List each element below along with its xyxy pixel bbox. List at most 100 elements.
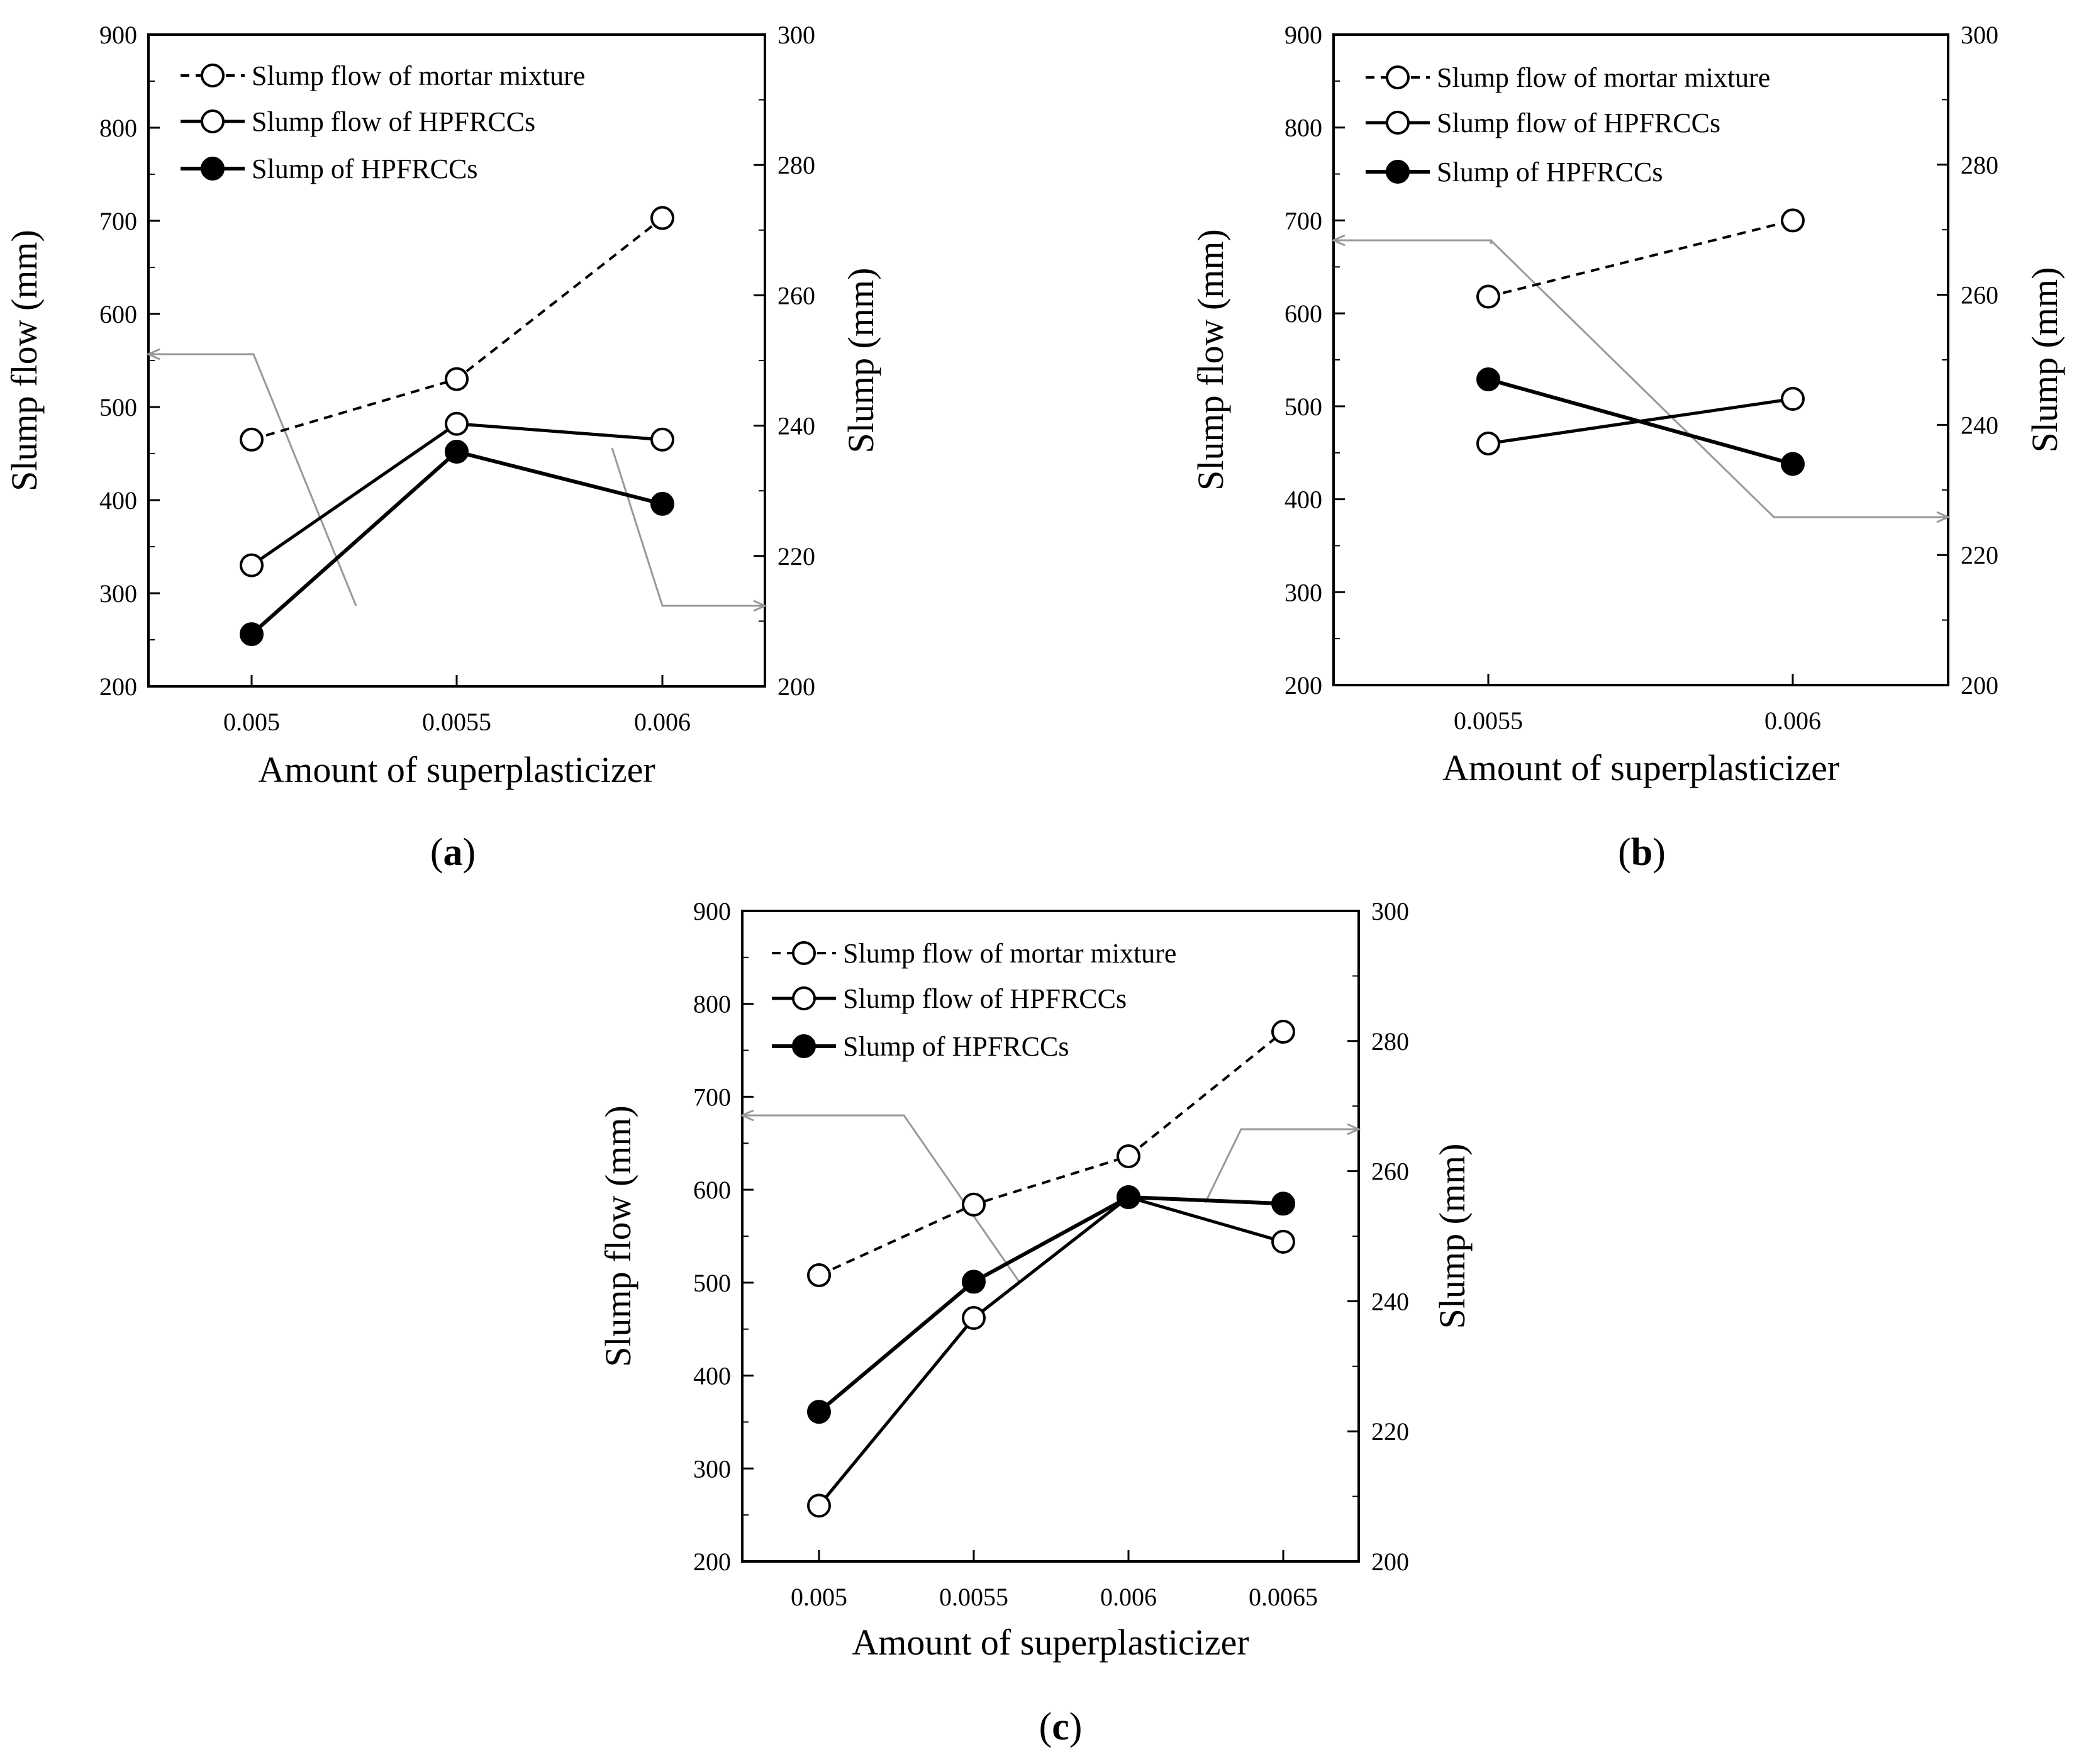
data-point <box>1271 1229 1295 1254</box>
legend-entry: Slump of HPFRCCs <box>1366 157 1663 187</box>
legend-label: Slump of HPFRCCs <box>252 154 477 184</box>
y-axis-title: Slump flow (mm) <box>4 230 45 491</box>
y-tick-label: 400 <box>99 486 137 515</box>
y2-axis-title: Slump (mm) <box>840 268 881 454</box>
y2-tick-label: 200 <box>1961 671 1998 700</box>
panel-caption: (a) <box>430 831 476 874</box>
left-axis-guide-arrow <box>146 348 160 360</box>
y2-tick-label: 220 <box>1371 1417 1409 1446</box>
y-axis-title: Slump flow (mm) <box>1190 229 1231 491</box>
y-tick-label: 300 <box>1284 578 1322 606</box>
y2-tick-label: 220 <box>1961 541 1998 569</box>
legend-entry: Slump flow of mortar mixture <box>1366 62 1770 93</box>
y2-tick-label: 300 <box>777 21 815 49</box>
data-point <box>1781 387 1805 411</box>
y2-tick-label: 300 <box>1961 21 1998 49</box>
legend-label: Slump flow of mortar mixture <box>1437 62 1770 93</box>
y2-tick-label: 300 <box>1371 897 1409 925</box>
caption-close: ) <box>1652 831 1666 874</box>
y2-axis-title: Slump (mm) <box>1432 1144 1473 1329</box>
x-tick-label: 0.005 <box>791 1583 847 1611</box>
legend-label: Slump flow of HPFRCCs <box>843 983 1127 1014</box>
right-axis-guide-arrow <box>1936 511 1951 523</box>
x-axis-title: Amount of superplasticizer <box>852 1622 1249 1663</box>
legend-entry: Slump flow of mortar mixture <box>181 60 585 91</box>
series-line <box>818 1195 1284 1414</box>
y-tick-label: 200 <box>1284 671 1322 700</box>
y-tick-label: 300 <box>693 1454 731 1483</box>
series-line <box>1488 377 1793 466</box>
x-tick-label: 0.0055 <box>422 708 491 736</box>
data-point <box>1476 431 1500 455</box>
x-tick-label: 0.0055 <box>939 1583 1008 1611</box>
data-point <box>445 367 469 391</box>
chart-panel-b: 200 300 400 500 600 700 800 900 200 220 240 260 280 3… <box>1190 21 2065 874</box>
right-axis-guide-arrow <box>1347 1123 1361 1136</box>
caption-letter: c <box>1052 1705 1069 1748</box>
left-axis-guide-arrow <box>1331 234 1346 247</box>
legend-label: Slump of HPFRCCs <box>1437 157 1663 187</box>
data-point <box>807 1493 831 1518</box>
y-tick-label: 700 <box>1284 206 1322 235</box>
legend-entry: Slump of HPFRCCs <box>181 154 477 184</box>
legend-label: Slump flow of mortar mixture <box>843 938 1176 969</box>
series-1 <box>240 411 674 578</box>
data-point <box>1117 1144 1140 1168</box>
caption-open: ( <box>1618 831 1631 874</box>
y2-tick-label: 260 <box>777 281 815 310</box>
x-axis-title: Amount of superplasticizer <box>258 749 655 790</box>
panel-caption: (b) <box>1618 831 1666 874</box>
data-point <box>240 553 264 578</box>
series-0 <box>1476 208 1805 309</box>
legend-label: Slump of HPFRCCs <box>843 1031 1069 1062</box>
y-tick-label: 200 <box>99 673 137 701</box>
right-axis-guide-arrow <box>753 600 767 612</box>
legend-marker <box>792 941 816 965</box>
y2-tick-label: 260 <box>1371 1158 1409 1186</box>
data-point <box>240 427 264 452</box>
data-point <box>650 491 674 516</box>
series-0 <box>807 1020 1295 1288</box>
legend-marker <box>201 109 225 133</box>
series-2 <box>807 1185 1295 1424</box>
series-line <box>1488 219 1793 298</box>
y2-tick-label: 260 <box>1961 281 1998 310</box>
legend-entry: Slump flow of HPFRCCs <box>181 106 535 137</box>
y2-tick-label: 240 <box>777 412 815 440</box>
data-point <box>650 427 674 452</box>
data-point <box>240 622 264 647</box>
y-tick-label: 300 <box>99 579 137 608</box>
y-tick-label: 900 <box>99 21 137 49</box>
legend-marker <box>792 1034 816 1058</box>
legend-label: Slump flow of HPFRCCs <box>1437 108 1720 138</box>
legend-marker <box>1386 111 1410 135</box>
legend-entry: Slump flow of mortar mixture <box>772 938 1176 969</box>
data-point <box>1781 452 1805 476</box>
y-tick-label: 900 <box>693 897 731 925</box>
y2-tick-label: 280 <box>1371 1027 1409 1056</box>
y2-tick-label: 240 <box>1371 1287 1409 1315</box>
y-tick-label: 800 <box>1284 114 1322 142</box>
left-axis-guide-arrow <box>740 1109 754 1122</box>
data-point <box>1476 284 1500 309</box>
y2-tick-label: 200 <box>777 673 815 701</box>
x-tick-label: 0.006 <box>1100 1583 1157 1611</box>
y-axis-title: Slump flow (mm) <box>598 1105 638 1367</box>
chart-panel-c: 200 300 400 500 600 700 800 900 200 220 240 260 280 3… <box>598 897 1473 1748</box>
right-axis-guide-line <box>1490 239 1948 518</box>
caption-letter: b <box>1631 831 1652 874</box>
legend-marker <box>1386 65 1410 89</box>
data-point <box>445 440 469 464</box>
y-tick-label: 800 <box>693 990 731 1019</box>
y-tick-label: 600 <box>1284 299 1322 328</box>
legend-label: Slump flow of HPFRCCs <box>252 106 535 137</box>
y2-tick-label: 280 <box>777 151 815 179</box>
y-tick-label: 600 <box>99 300 137 328</box>
legend-marker <box>1386 160 1410 184</box>
series-line <box>818 1195 1284 1507</box>
chart-panel-a: 200 300 400 500 600 700 800 900 200 220 240 260 280 3… <box>4 21 881 874</box>
data-point <box>1781 208 1805 233</box>
data-point <box>962 1270 986 1294</box>
legend-marker <box>201 64 225 87</box>
